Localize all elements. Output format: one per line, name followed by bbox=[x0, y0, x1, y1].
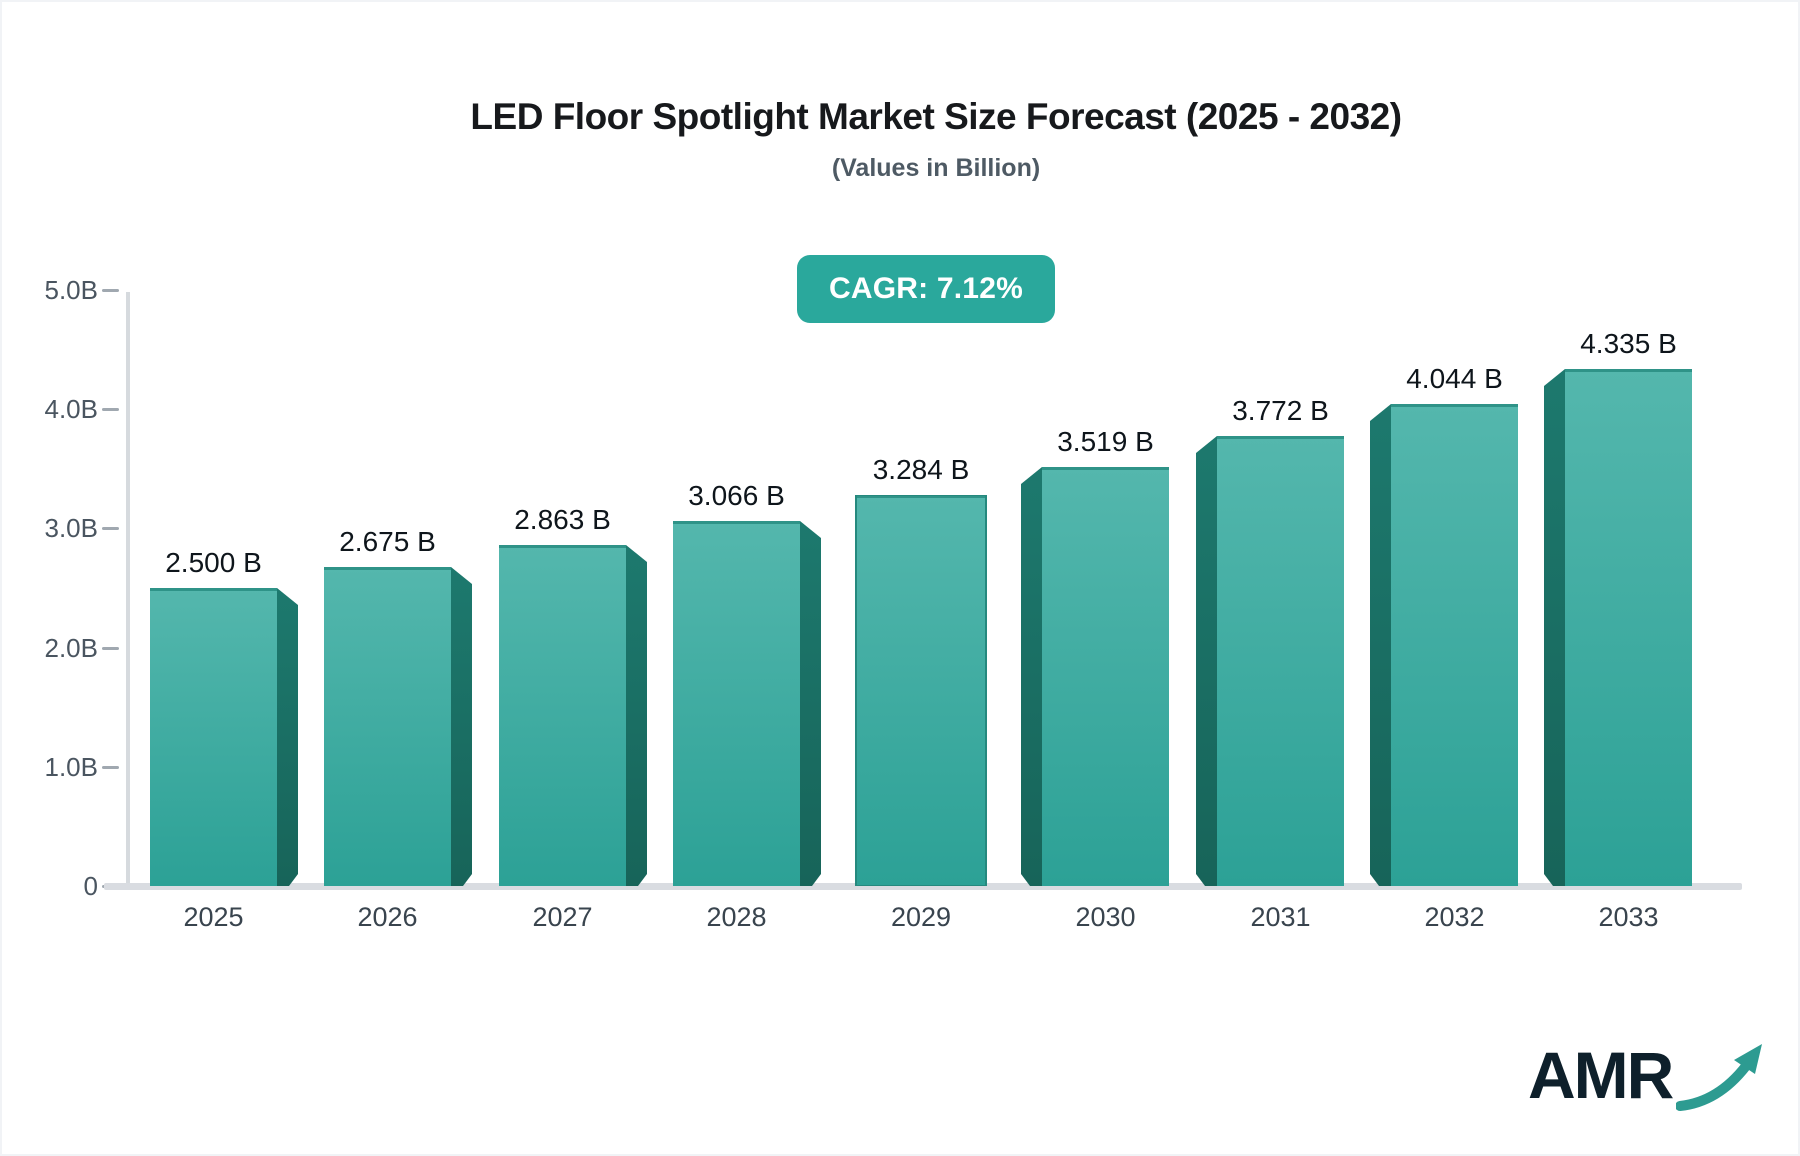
bar-2032 bbox=[1370, 404, 1518, 886]
y-axis-line bbox=[126, 292, 130, 886]
amr-logo: AMR bbox=[1528, 1032, 1762, 1122]
x-tick-label: 2032 bbox=[1424, 902, 1485, 932]
y-tick-mark bbox=[102, 289, 119, 292]
bar-2030 bbox=[1021, 467, 1169, 886]
bar-value-label: 2.500 B bbox=[165, 547, 262, 578]
bar-2033 bbox=[1544, 369, 1692, 886]
x-tick-label: 2033 bbox=[1598, 902, 1659, 932]
chart-title: LED Floor Spotlight Market Size Forecast… bbox=[470, 96, 1402, 137]
bar-value-label: 2.675 B bbox=[339, 526, 436, 557]
y-tick-label: 2.0B bbox=[44, 632, 99, 663]
bar-value-label: 3.772 B bbox=[1232, 395, 1329, 426]
x-tick-label: 2025 bbox=[183, 902, 244, 932]
bar-2026 bbox=[324, 567, 472, 886]
cagr-badge: CAGR: 7.12% bbox=[797, 255, 1055, 323]
y-tick-mark bbox=[102, 765, 119, 769]
x-tick-label: 2031 bbox=[1250, 902, 1311, 932]
y-tick-mark bbox=[102, 408, 119, 412]
chart-header: LED Floor Spotlight Market Size Forecast… bbox=[130, 96, 1742, 183]
bar-value-label: 3.066 B bbox=[688, 480, 785, 511]
y-tick-label: 1.0B bbox=[44, 751, 99, 782]
x-tick-label: 2027 bbox=[532, 902, 593, 932]
bar-value-label: 3.284 B bbox=[872, 454, 970, 485]
trend-arrow-icon bbox=[1676, 1044, 1762, 1111]
bar-2029 bbox=[847, 495, 995, 886]
bar-value-label: 4.044 B bbox=[1406, 363, 1503, 394]
chart-subtitle: (Values in Billion) bbox=[831, 154, 1041, 182]
bar-2025 bbox=[150, 588, 298, 886]
x-tick-label: 2026 bbox=[357, 902, 418, 932]
x-tick-label: 2028 bbox=[706, 902, 767, 932]
y-tick-label: 5.0B bbox=[44, 275, 99, 305]
x-tick-label: 2029 bbox=[890, 902, 952, 932]
bar-2028 bbox=[673, 521, 821, 886]
y-tick-label: 4.0B bbox=[44, 394, 99, 425]
y-tick-label: 0 bbox=[83, 871, 98, 901]
bar-value-label: 2.863 B bbox=[514, 504, 611, 535]
y-tick-mark bbox=[102, 527, 119, 531]
amr-logo-text: AMR bbox=[1528, 1038, 1674, 1112]
y-tick-mark bbox=[102, 646, 119, 650]
x-tick-label: 2030 bbox=[1075, 902, 1136, 932]
y-tick-label: 3.0B bbox=[44, 513, 99, 544]
bar-value-label: 3.519 B bbox=[1057, 426, 1154, 457]
bar-value-label: 4.335 B bbox=[1580, 328, 1677, 359]
bar-2027 bbox=[499, 545, 647, 886]
x-axis-baseline bbox=[104, 883, 1742, 890]
bar-2031 bbox=[1196, 436, 1344, 886]
